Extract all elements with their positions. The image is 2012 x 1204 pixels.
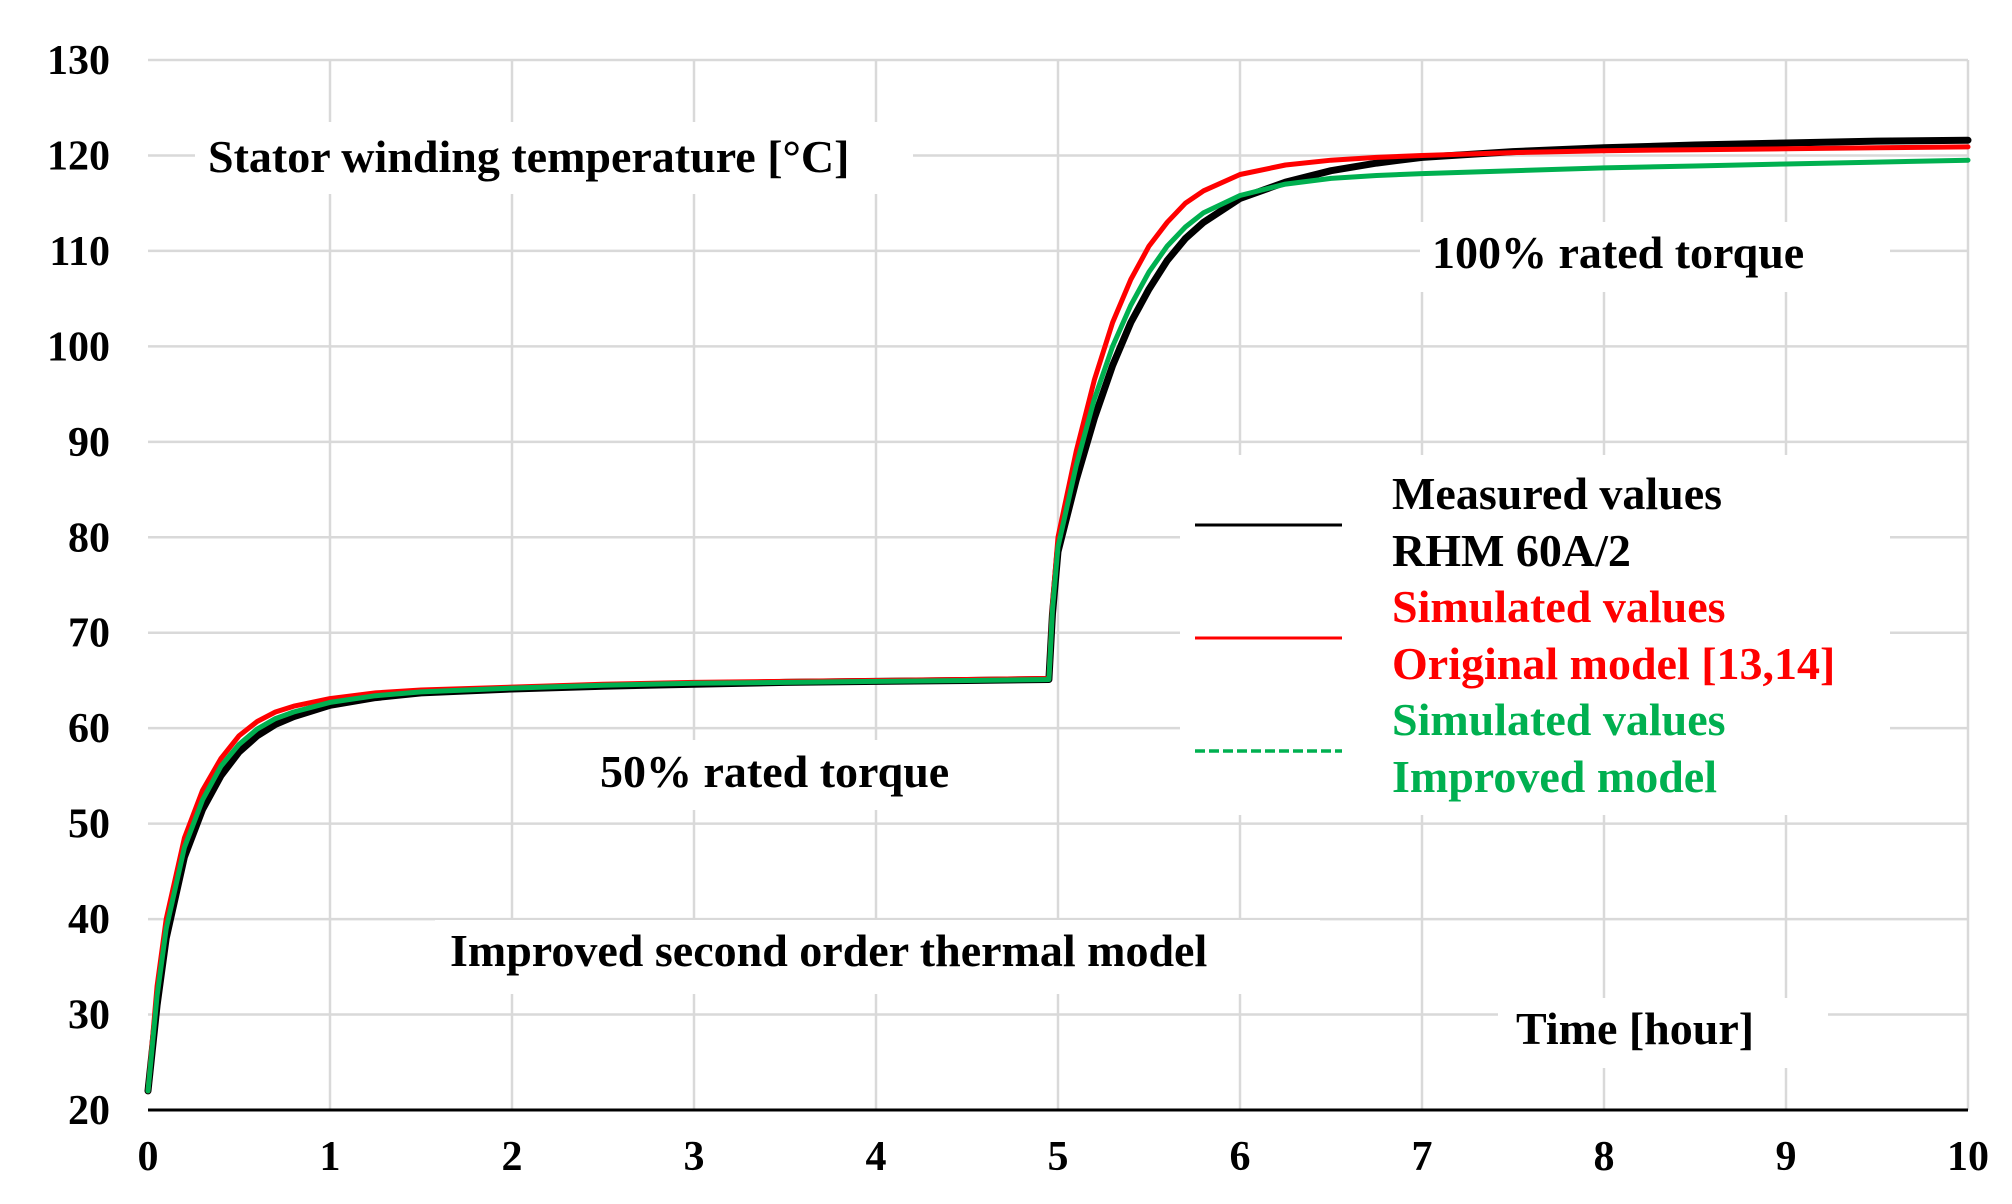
legend-label-1-2: RHM 60A/2 <box>1392 525 1631 576</box>
chart-title: Improved second order thermal model <box>450 925 1207 976</box>
legend-label-3-1: Simulated values <box>1392 694 1726 745</box>
legend-label-3-2: Improved model <box>1392 751 1717 802</box>
y-tick-label: 20 <box>68 1088 110 1134</box>
y-tick-label: 110 <box>49 229 110 275</box>
y-tick-label: 30 <box>68 993 110 1039</box>
x-axis-label-background <box>1498 998 1828 1068</box>
series-line-3 <box>145 157 1971 1094</box>
y-tick-label: 70 <box>68 611 110 657</box>
series <box>144 136 1972 1095</box>
high-load-label-background <box>1420 222 1890 292</box>
low-load-label: 50% rated torque <box>600 746 949 797</box>
x-axis-label: Time [hour] <box>1516 1003 1754 1054</box>
legend-background <box>1180 455 1890 815</box>
x-tick-label: 4 <box>866 1134 887 1180</box>
x-tick-label: 3 <box>684 1134 705 1180</box>
x-tick-label: 6 <box>1230 1134 1251 1180</box>
x-tick-label: 0 <box>138 1134 159 1180</box>
x-tick-label: 10 <box>1947 1134 1989 1180</box>
low-load-label-background <box>580 740 1000 810</box>
x-tick-label: 9 <box>1776 1134 1797 1180</box>
x-tick-label: 1 <box>320 1134 341 1180</box>
annotations: Stator winding temperature [°C] 100% rat… <box>195 122 1890 1068</box>
y-tick-label: 40 <box>68 897 110 943</box>
y-tick-label: 50 <box>68 802 110 848</box>
axes: 0 1 2 3 4 5 6 7 8 9 10 20 30 40 50 60 70 80 90 100 110 120 130 <box>47 38 1989 1180</box>
y-axis-label: Stator winding temperature [°C] <box>208 131 849 182</box>
ylabel-background <box>195 122 913 194</box>
legend-label-2-1: Simulated values <box>1392 581 1726 632</box>
y-tick-label: 100 <box>47 324 110 370</box>
x-tick-label: 8 <box>1594 1134 1615 1180</box>
x-tick-label: 2 <box>502 1134 523 1180</box>
legend-label-2-2: Original model [13,14] <box>1392 638 1835 689</box>
y-tick-label: 120 <box>47 133 110 179</box>
x-tick-label: 7 <box>1412 1134 1433 1180</box>
y-tick-label: 90 <box>68 420 110 466</box>
y-tick-label: 80 <box>68 515 110 561</box>
legend-label-1-1: Measured values <box>1392 468 1722 519</box>
high-load-label: 100% rated torque <box>1432 227 1804 278</box>
y-tick-label: 130 <box>47 38 110 84</box>
y-tick-label: 60 <box>68 706 110 752</box>
title-background <box>435 920 1320 994</box>
x-tick-label: 5 <box>1048 1134 1069 1180</box>
